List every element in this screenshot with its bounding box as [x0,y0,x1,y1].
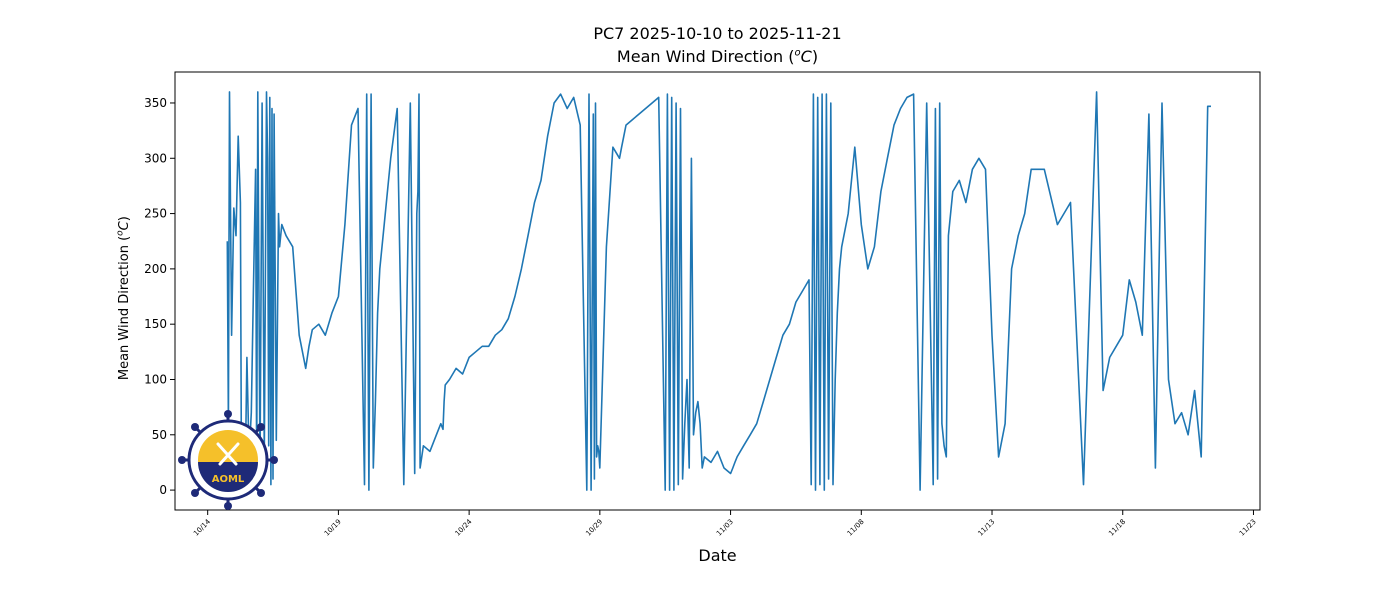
x-tick-label: 11/13 [977,518,997,538]
y-tick-label: 350 [144,96,167,110]
y-tick-label: 150 [144,317,167,331]
x-tick-label: 10/24 [454,517,474,537]
y-tick-label: 300 [144,151,167,165]
x-tick-label: 11/08 [846,518,866,538]
x-axis-label: Date [698,546,737,565]
y-tick-label: 100 [144,372,167,386]
x-axis: 10/14 10/19 10/24 10/29 11/03 11/08 11/13 11/18… [192,510,1258,538]
x-tick-label: 11/18 [1107,518,1127,538]
x-tick-label: 10/14 [192,517,212,537]
y-tick-label: 200 [144,262,167,276]
y-tick-label: 250 [144,207,167,221]
series-line [226,91,1211,491]
logo-text: AOML [212,474,245,485]
y-axis-label: Mean Wind Direction (oC) [115,216,133,381]
y-tick-label: 0 [159,483,167,497]
x-tick-label: 11/03 [715,518,735,538]
x-tick-label: 10/19 [323,518,343,538]
axes-frame [174,71,1261,511]
y-axis: 0 50 100 150 200 250 300 350 [144,96,175,497]
chart-title: PC7 2025-10-10 to 2025-11-21 [593,24,842,43]
y-tick-label: 50 [152,428,167,442]
x-tick-label: 11/23 [1238,518,1258,538]
chart-subtitle: Mean Wind Direction (oC) [616,47,819,66]
aoml-logo: AOML [178,410,278,510]
x-tick-label: 10/29 [584,518,604,538]
